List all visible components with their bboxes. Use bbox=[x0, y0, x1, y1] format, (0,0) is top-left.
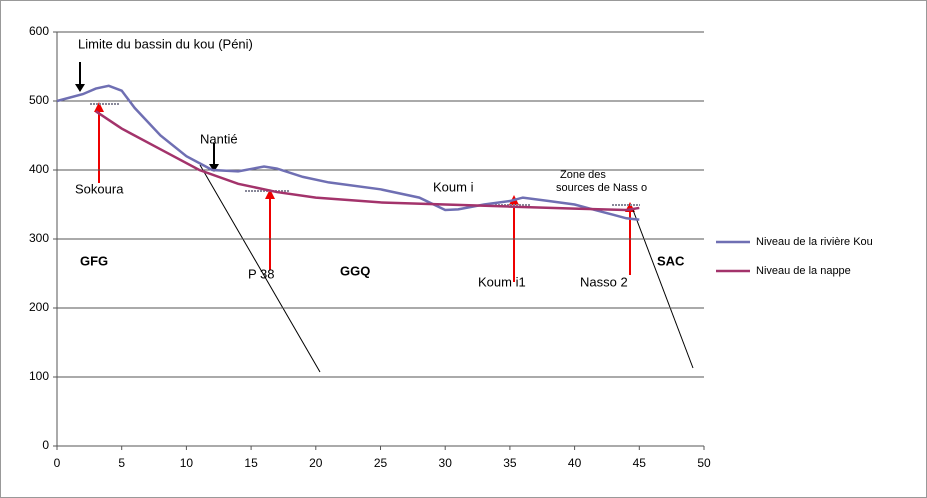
annotation: P 38 bbox=[248, 266, 275, 281]
legend-label: Niveau de la nappe bbox=[756, 265, 851, 277]
series-line bbox=[56, 84, 640, 221]
annotation: sources de Nass o bbox=[556, 182, 647, 194]
x-tick-label: 20 bbox=[309, 456, 323, 470]
annotation: SAC bbox=[657, 253, 685, 268]
x-tick-label: 35 bbox=[503, 456, 517, 470]
annotation: Limite du bassin du kou (Péni) bbox=[78, 36, 253, 51]
y-tick-label: 200 bbox=[29, 300, 49, 314]
arrows bbox=[75, 62, 635, 282]
x-tick-label: 40 bbox=[568, 456, 582, 470]
x-tick-label: 15 bbox=[244, 456, 258, 470]
x-tick-label: 30 bbox=[439, 456, 453, 470]
annotation: Nasso 2 bbox=[580, 274, 628, 289]
boundary-lines bbox=[199, 164, 694, 373]
x-tick-label: 5 bbox=[118, 456, 125, 470]
annotation: Zone des bbox=[560, 169, 606, 181]
y-tick-label: 600 bbox=[29, 24, 49, 38]
annotation: Koum i bbox=[433, 179, 474, 194]
y-tick-label: 400 bbox=[29, 162, 49, 176]
x-tick-label: 0 bbox=[54, 456, 61, 470]
series-line bbox=[95, 110, 640, 212]
y-tick-label: 300 bbox=[29, 231, 49, 245]
x-tick-label: 10 bbox=[180, 456, 194, 470]
y-tick-label: 0 bbox=[42, 438, 49, 452]
annotation: Koum i1 bbox=[478, 274, 526, 289]
y-tick-label: 100 bbox=[29, 369, 49, 383]
x-tick-label: 25 bbox=[374, 456, 388, 470]
annotation: GFG bbox=[80, 253, 108, 268]
x-tick-label: 50 bbox=[697, 456, 711, 470]
annotation: GGQ bbox=[340, 263, 370, 278]
x-tick-label: 45 bbox=[633, 456, 647, 470]
y-tick-label: 500 bbox=[29, 93, 49, 107]
legend-label: Niveau de la rivière Kou bbox=[756, 236, 873, 248]
annotation: Sokoura bbox=[75, 181, 124, 196]
annotation: Nantié bbox=[200, 131, 238, 146]
